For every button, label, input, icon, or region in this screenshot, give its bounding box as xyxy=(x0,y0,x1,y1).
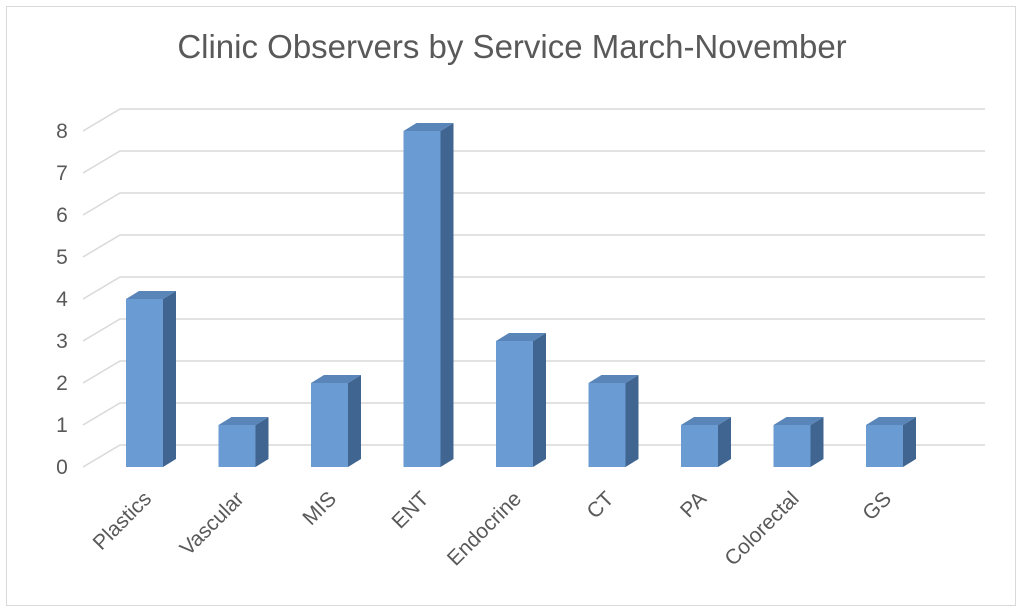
bar-ent xyxy=(403,123,454,467)
bars xyxy=(126,123,916,467)
chart-title: Clinic Observers by Service March-Novemb… xyxy=(177,28,847,65)
x-tick-label: ENT xyxy=(388,487,434,533)
bar-front xyxy=(403,131,441,467)
bar-endocrine xyxy=(496,333,546,467)
bar-pa xyxy=(681,417,731,467)
bar-side xyxy=(163,291,176,467)
bar-side xyxy=(533,333,546,467)
bar-side xyxy=(718,417,731,467)
bar-front xyxy=(773,425,811,467)
grid-lines xyxy=(82,108,985,468)
bar-top xyxy=(773,417,824,425)
y-tick-label: 0 xyxy=(56,456,68,479)
x-axis-ticks: Plastics Vascular MIS ENT Endocrine CT PA Color… xyxy=(89,487,896,570)
y-tick-label: 2 xyxy=(56,372,68,395)
gridline xyxy=(82,402,985,426)
bar-top xyxy=(681,417,731,425)
gridline xyxy=(82,150,985,174)
bar-colorectal xyxy=(773,417,824,467)
bar-top xyxy=(403,123,454,131)
gridline xyxy=(82,192,985,216)
bar-top xyxy=(496,333,546,341)
bar-front xyxy=(681,425,718,467)
y-tick-label: 3 xyxy=(56,330,68,353)
x-tick-label: MIS xyxy=(298,487,341,530)
bar-front xyxy=(126,299,163,467)
bar-top xyxy=(588,375,639,383)
bar-top xyxy=(218,417,269,425)
y-axis-ticks: 0 1 2 3 4 5 6 7 8 xyxy=(56,120,68,479)
gridline xyxy=(82,108,985,132)
x-tick-label: Vascular xyxy=(176,487,249,560)
y-tick-label: 6 xyxy=(56,204,68,227)
bar-ct xyxy=(588,375,639,467)
x-tick-label: Endocrine xyxy=(443,487,526,570)
bar-front xyxy=(496,341,533,467)
x-tick-label: GS xyxy=(858,487,896,525)
bar-side xyxy=(255,417,269,467)
bar-top xyxy=(126,291,176,299)
bar-front xyxy=(311,383,348,467)
x-tick-label: Plastics xyxy=(89,487,156,554)
bar-front xyxy=(588,383,626,467)
y-tick-label: 8 xyxy=(56,120,68,143)
gridline xyxy=(82,360,985,384)
bar-top xyxy=(311,375,361,383)
bar-front xyxy=(866,425,903,467)
gridline xyxy=(82,318,985,342)
bar-plastics xyxy=(126,291,176,467)
bar-side xyxy=(810,417,824,467)
bar-side xyxy=(348,375,361,467)
y-tick-label: 4 xyxy=(56,288,68,311)
gridline xyxy=(82,234,985,258)
y-tick-label: 5 xyxy=(56,246,68,269)
bar-top xyxy=(866,417,916,425)
bar-front xyxy=(218,425,256,467)
bar-mis xyxy=(311,375,361,467)
y-tick-label: 7 xyxy=(56,162,68,185)
bar-side xyxy=(625,375,639,467)
bar-vascular xyxy=(218,417,269,467)
bar-side xyxy=(903,417,916,467)
x-tick-label: PA xyxy=(676,487,711,522)
bar-gs xyxy=(866,417,916,467)
x-tick-label: Colorectal xyxy=(720,487,803,570)
bar-side xyxy=(440,123,454,467)
x-tick-label: CT xyxy=(582,487,618,523)
gridline xyxy=(82,276,985,300)
y-tick-label: 1 xyxy=(56,414,68,437)
